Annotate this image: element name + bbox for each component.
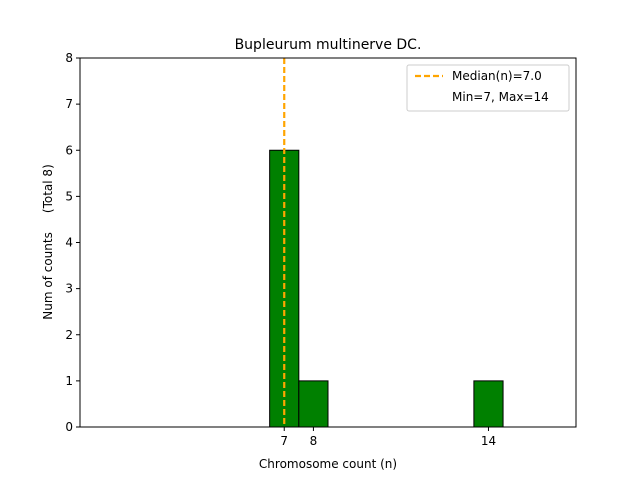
x-axis: 7 8 14	[280, 427, 496, 448]
chart-title: Bupleurum multinerve DC.	[235, 37, 422, 53]
y-tick-label: 5	[65, 189, 73, 203]
legend-median-label: Median(n)=7.0	[452, 69, 542, 83]
x-axis-label: Chromosome count (n)	[259, 457, 397, 471]
y-tick-label: 0	[65, 420, 73, 434]
y-tick-label: 6	[65, 143, 73, 157]
plot-frame	[79, 57, 577, 428]
legend-box	[406, 64, 570, 112]
x-tick-label: 14	[481, 434, 496, 448]
y-axis: 0 1 2 3 4 5 6 7 8	[65, 51, 80, 434]
y-axis-label: Num of counts (Total 8)	[41, 164, 55, 319]
y-tick-label: 2	[65, 328, 73, 342]
bars-group	[269, 149, 504, 428]
x-tick-label: 7	[280, 434, 288, 448]
y-tick-label: 4	[65, 236, 73, 250]
legend-range-label: Min=7, Max=14	[452, 90, 549, 104]
legend: Median(n)=7.0 Min=7, Max=14	[406, 64, 570, 112]
bar-14	[473, 380, 504, 428]
y-tick-label: 1	[65, 374, 73, 388]
y-tick-label: 3	[65, 282, 73, 296]
y-tick-label: 7	[65, 97, 73, 111]
bar-8	[298, 380, 329, 428]
y-tick-label: 8	[65, 51, 73, 65]
x-tick-label: 8	[310, 434, 318, 448]
